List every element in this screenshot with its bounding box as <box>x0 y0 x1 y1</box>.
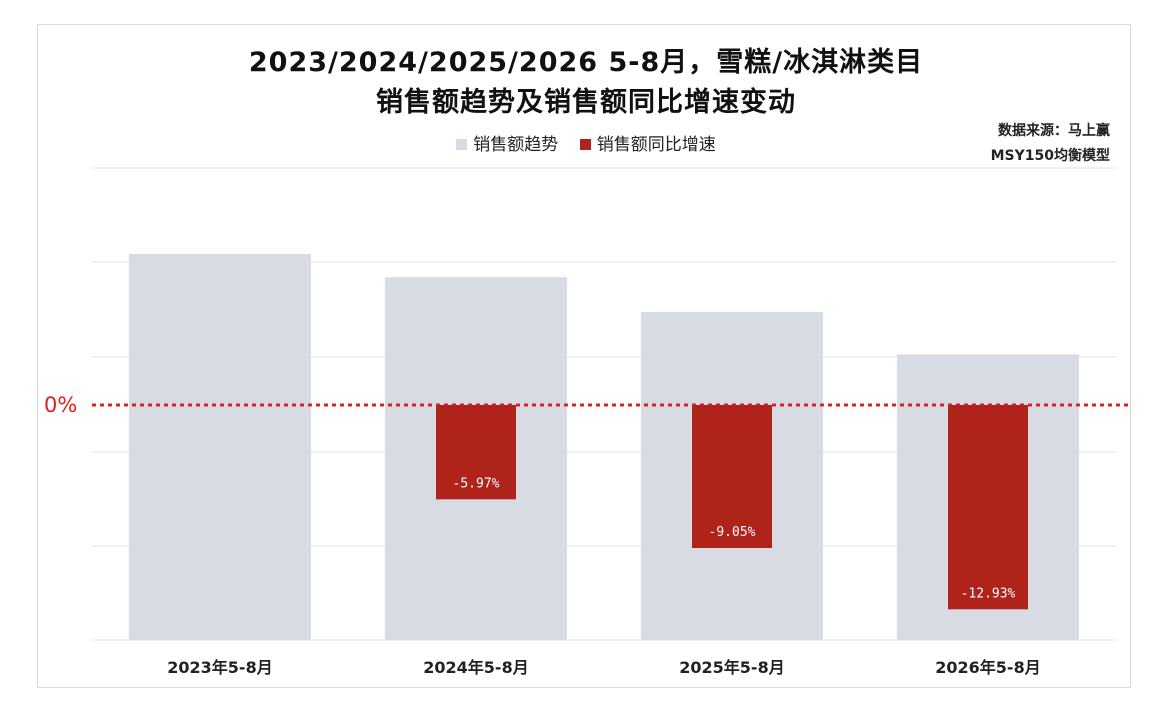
growth-data-label: -5.97% <box>453 476 500 491</box>
growth-data-label: -12.93% <box>961 586 1016 601</box>
zero-axis-label: 0% <box>44 393 78 417</box>
legend-item-sales: 销售额趋势 <box>456 130 558 155</box>
legend-label-sales: 销售额趋势 <box>473 135 559 155</box>
legend-swatch-growth <box>579 138 591 150</box>
source-line1: 数据来源：马上赢 <box>998 123 1110 139</box>
chart-title-line2: 销售额趋势及销售额同比增速变动 <box>376 87 796 118</box>
legend-item-growth: 销售额同比增速 <box>579 130 716 155</box>
growth-bar <box>948 405 1028 610</box>
growth-data-label: -9.05% <box>709 525 756 540</box>
x-tick-label: 2025年5-8月 <box>679 658 785 677</box>
legend-label-growth: 销售额同比增速 <box>596 135 716 155</box>
sales-bar <box>129 254 311 640</box>
x-tick-label: 2026年5-8月 <box>935 658 1041 677</box>
x-tick-label: 2023年5-8月 <box>167 658 273 677</box>
source-line2: MSY150均衡模型 <box>990 148 1110 164</box>
chart-title-line1: 2023/2024/2025/2026 5-8月，雪糕/冰淇淋类目 <box>248 47 924 78</box>
growth-bar <box>436 405 516 500</box>
x-tick-label: 2024年5-8月 <box>423 658 529 677</box>
legend: 销售额趋势 销售额同比增速 <box>0 130 1172 155</box>
legend-swatch-sales <box>456 138 468 150</box>
growth-bar <box>692 405 772 548</box>
